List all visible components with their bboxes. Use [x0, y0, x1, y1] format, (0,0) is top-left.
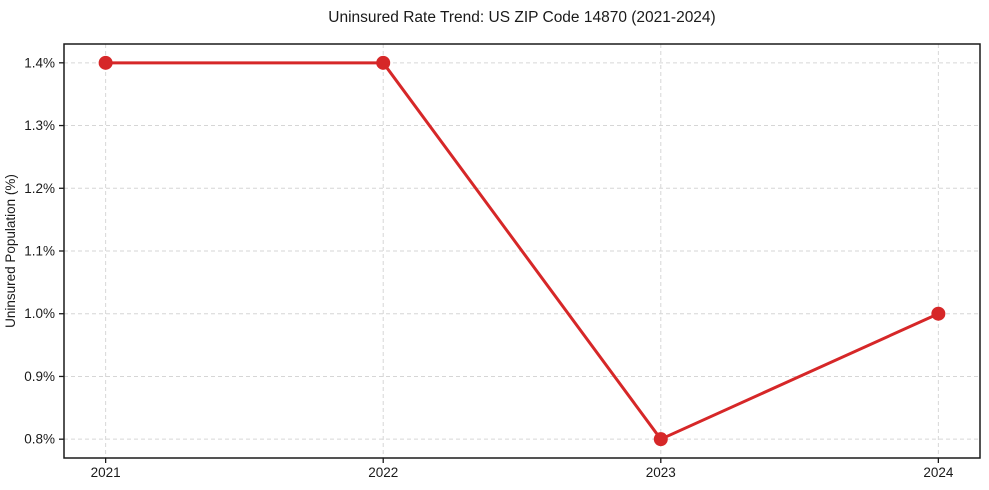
axes-layer — [59, 43, 981, 463]
x-tick-label: 2022 — [368, 465, 398, 480]
tick-label-layer: 2021 2022 2023 2024 0.8% 0.9% 1.0% 1.1% 1.2% 1.3%… — [24, 55, 954, 480]
y-tick-label: 1.1% — [24, 244, 55, 259]
x-tick-label: 2021 — [91, 465, 121, 480]
y-tick-label: 0.8% — [24, 432, 55, 447]
y-axis-label: Uninsured Population (%) — [3, 174, 18, 328]
data-point-2023 — [653, 432, 668, 447]
x-tick-label: 2024 — [923, 465, 954, 480]
y-tick-label: 1.0% — [24, 306, 55, 321]
data-point-2022 — [376, 55, 391, 70]
y-tick-label: 1.2% — [24, 181, 55, 196]
y-tick-label: 0.9% — [24, 369, 55, 384]
series-layer — [98, 55, 946, 447]
trend-line — [104, 61, 940, 441]
y-tick-label: 1.4% — [24, 55, 55, 70]
data-point-2021 — [98, 55, 113, 70]
chart-title: Uninsured Rate Trend: US ZIP Code 14870 … — [328, 9, 715, 26]
grid-layer — [64, 44, 980, 458]
x-tick-label: 2023 — [646, 465, 676, 480]
y-tick-label: 1.3% — [24, 118, 55, 133]
data-point-2024 — [931, 306, 946, 321]
